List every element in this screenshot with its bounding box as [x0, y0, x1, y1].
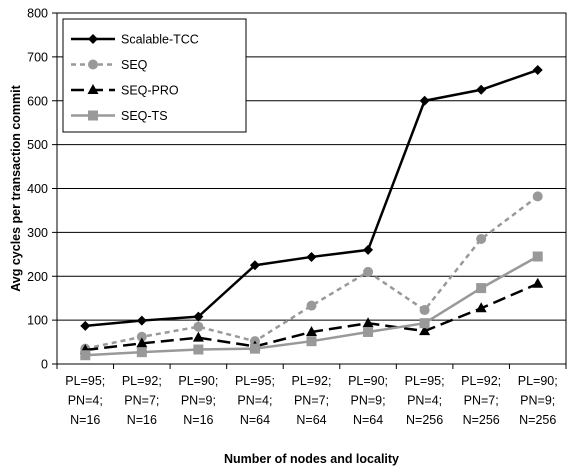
x-tick-label: N=256 [519, 413, 556, 427]
x-tick-label: PL=92; [461, 374, 501, 388]
x-tick-label: PL=90; [518, 374, 558, 388]
data-point [306, 336, 317, 347]
series-scalable-tcc [80, 65, 543, 331]
data-point [136, 337, 148, 348]
data-point [475, 302, 487, 313]
data-point [249, 260, 260, 271]
x-tick-label: PL=95; [65, 374, 105, 388]
x-tick-label: PL=90; [178, 374, 218, 388]
data-point [80, 320, 91, 331]
legend-label: SEQ [121, 58, 148, 72]
x-tick-label: PN=7; [294, 394, 329, 408]
legend-marker [88, 34, 98, 44]
data-point [80, 350, 91, 361]
data-point [306, 300, 317, 311]
x-tick-label: N=256 [406, 413, 443, 427]
x-tick-label: PL=92; [292, 374, 332, 388]
y-tick-label: 400 [27, 182, 48, 196]
data-point [476, 233, 487, 244]
data-point [363, 266, 374, 277]
y-tick-label: 200 [27, 270, 48, 284]
data-point [363, 244, 374, 255]
data-point [419, 325, 431, 336]
legend-marker [88, 110, 98, 121]
legend-item-seq-pro: SEQ-PRO [71, 84, 179, 98]
legend-marker [88, 59, 98, 70]
data-point [136, 347, 147, 358]
x-tick-label: PL=95; [405, 374, 445, 388]
x-tick-label: N=256 [463, 413, 500, 427]
data-point [192, 331, 204, 342]
plot-area [56, 12, 567, 365]
data-point [193, 321, 204, 332]
data-point [532, 191, 543, 202]
x-tick-label: N=16 [127, 413, 157, 427]
legend-item-seq: SEQ [71, 58, 148, 72]
data-point [476, 84, 487, 95]
x-tick-label: PN=9; [520, 394, 555, 408]
data-point [532, 65, 543, 76]
legend-item-seq-ts: SEQ-TS [71, 109, 168, 123]
y-tick-label: 600 [27, 94, 48, 108]
x-tick-label: PL=92; [122, 374, 162, 388]
data-point [532, 277, 544, 288]
y-axis-title: Avg cycles per transaction commit [9, 84, 23, 291]
y-tick-label: 300 [27, 226, 48, 240]
legend-label: SEQ-PRO [121, 84, 179, 98]
legend-marker [87, 84, 99, 94]
data-point [532, 251, 543, 262]
series-group [79, 65, 544, 361]
x-tick-label: N=64 [353, 413, 383, 427]
x-tick-label: N=64 [240, 413, 270, 427]
data-point [136, 331, 147, 342]
legend-label: SEQ-TS [121, 109, 168, 123]
legend-label: Scalable-TCC [121, 33, 199, 47]
data-point [419, 318, 430, 329]
x-tick-labels: PL=95; PN=4; N=16 PL=92; PN=7; N=16 PL=90; PN=9… [56, 364, 567, 427]
data-point [306, 251, 317, 262]
data-point [476, 283, 487, 294]
data-point [193, 344, 204, 355]
data-point [363, 326, 374, 337]
x-tick-label: PN=4; [407, 394, 442, 408]
x-tick-label: PL=90; [348, 374, 388, 388]
x-tick-label: N=16 [183, 413, 213, 427]
x-tick-label: PN=4; [68, 394, 103, 408]
x-axis-title: Number of nodes and locality [224, 452, 399, 466]
y-tick-label: 0 [41, 358, 48, 372]
legend-item-scalable-tcc: Scalable-TCC [71, 33, 199, 47]
x-tick-label: PN=9; [181, 394, 216, 408]
legend: Scalable-TCC SEQ SEQ-PRO SEQ-TS [62, 18, 247, 133]
y-tick-label: 500 [27, 138, 48, 152]
data-point [306, 325, 317, 336]
data-point [419, 305, 430, 316]
x-tick-label: N=64 [296, 413, 326, 427]
y-tick-label: 800 [27, 7, 48, 21]
x-tick-label: PN=4; [237, 394, 272, 408]
x-tick-label: PN=7; [124, 394, 159, 408]
data-point [362, 317, 374, 328]
data-point [249, 343, 260, 354]
data-point [193, 311, 204, 322]
x-tick-label: N=16 [70, 413, 100, 427]
y-tick-labels: 0 100 200 300 400 500 600 700 800 [27, 7, 57, 372]
y-tick-label: 100 [27, 314, 48, 328]
series-line-seq [85, 195, 539, 350]
y-tick-label: 700 [27, 50, 48, 64]
x-tick-label: PN=7; [464, 394, 499, 408]
data-point [136, 315, 147, 326]
series-seq-ts [80, 251, 543, 361]
x-tick-label: PL=95; [235, 374, 275, 388]
data-point [419, 95, 430, 106]
x-tick-label: PN=9; [351, 394, 386, 408]
